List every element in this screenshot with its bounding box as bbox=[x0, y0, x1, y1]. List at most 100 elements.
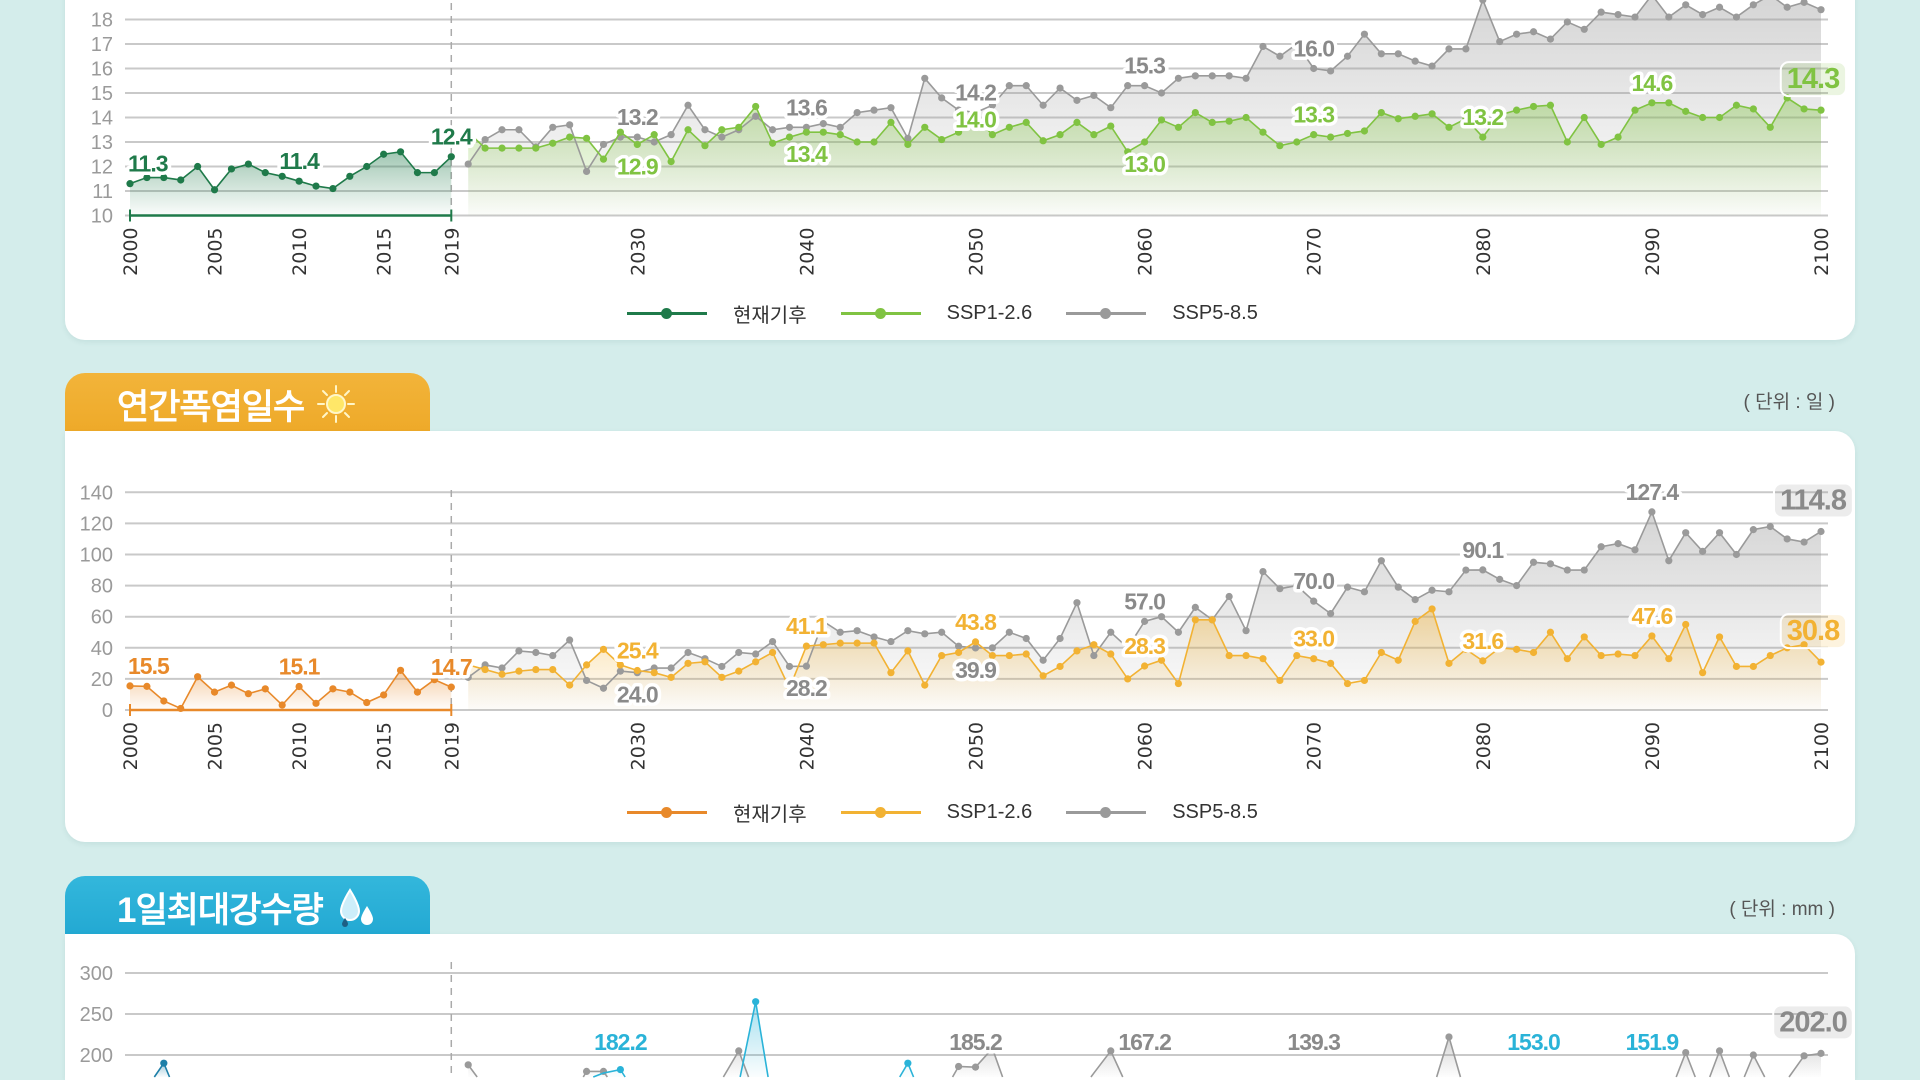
x-tick-label: 2090 bbox=[1642, 722, 1664, 770]
ssp5-point bbox=[954, 1062, 963, 1071]
ssp1-point bbox=[1496, 111, 1504, 119]
current-point bbox=[380, 691, 388, 699]
ssp1-point bbox=[1242, 113, 1250, 122]
ssp5-point bbox=[1022, 634, 1030, 643]
ssp1-point bbox=[1259, 128, 1267, 136]
current-area bbox=[154, 1063, 170, 1077]
ssp1-point bbox=[1107, 122, 1115, 130]
ssp1-point bbox=[1766, 651, 1774, 660]
ssp5-point bbox=[1310, 64, 1318, 73]
data-label: 41.1 bbox=[786, 613, 828, 639]
data-label: 11.3 bbox=[128, 151, 168, 177]
ssp5-point bbox=[582, 1067, 591, 1075]
ssp5-point bbox=[1529, 558, 1538, 566]
current-point bbox=[160, 173, 168, 182]
ssp1-point bbox=[1411, 112, 1419, 120]
ssp5-point bbox=[1766, 522, 1774, 531]
ssp1-point bbox=[1022, 650, 1030, 658]
ssp5-point bbox=[1107, 104, 1115, 112]
current-point bbox=[295, 177, 303, 185]
legend-item-current: 현재기후 bbox=[627, 299, 807, 328]
data-label: 47.6 bbox=[1632, 603, 1673, 629]
ssp5-point bbox=[802, 662, 811, 670]
ssp5-point bbox=[735, 648, 743, 657]
y-tick-label: 10 bbox=[91, 206, 113, 228]
current-point bbox=[312, 182, 320, 190]
data-label: 12.9 bbox=[617, 153, 658, 179]
ssp1-point bbox=[498, 144, 506, 152]
x-tick-label: 2080 bbox=[1473, 228, 1495, 276]
ssp1-point bbox=[684, 126, 692, 134]
ssp5-point bbox=[1073, 96, 1081, 104]
ssp1-point bbox=[1293, 138, 1301, 146]
x-tick-label: 2019 bbox=[441, 722, 463, 770]
data-label: 13.6 bbox=[786, 94, 827, 120]
current-point bbox=[413, 169, 422, 177]
current-point bbox=[177, 176, 185, 184]
ssp5-point bbox=[1360, 30, 1369, 38]
end-value-badge bbox=[1772, 1004, 1854, 1041]
x-tick-label: 2040 bbox=[796, 228, 818, 276]
current-point bbox=[278, 701, 286, 709]
current-point bbox=[346, 688, 354, 696]
current-point bbox=[126, 180, 134, 188]
legend-item-ssp5: SSP5-8.5 bbox=[1066, 801, 1258, 824]
ssp1-point bbox=[498, 670, 506, 678]
ssp1-point bbox=[752, 998, 760, 1006]
ssp5-point bbox=[836, 628, 844, 636]
ssp1-point bbox=[768, 139, 777, 147]
ssp1-point bbox=[1817, 106, 1825, 114]
current-point bbox=[363, 698, 371, 707]
ssp1-point bbox=[1360, 127, 1369, 135]
data-label: 127.4 bbox=[1626, 479, 1680, 505]
ssp5-point bbox=[1817, 1049, 1825, 1057]
data-label: 11.4 bbox=[279, 148, 320, 174]
heatwave-days-title: 연간폭염일수 bbox=[117, 387, 305, 427]
ssp1-point bbox=[1343, 679, 1352, 688]
x-tick-label: 2080 bbox=[1473, 722, 1495, 770]
ssp5-point bbox=[1360, 588, 1369, 596]
ssp1-point bbox=[1479, 133, 1487, 141]
ssp1-point bbox=[1208, 118, 1216, 126]
ssp5-point bbox=[1343, 52, 1352, 60]
ssp5-point bbox=[1394, 583, 1402, 591]
ssp1-point bbox=[836, 131, 844, 139]
ssp1-point bbox=[1039, 672, 1047, 680]
ssp5-point bbox=[718, 133, 726, 141]
x-tick-label: 2000 bbox=[120, 228, 142, 276]
current-point bbox=[413, 688, 422, 696]
temperature-legend: 현재기후 SSP1-2.6 SSP5-8.5 bbox=[627, 299, 1292, 328]
ssp1-area bbox=[593, 1001, 914, 1077]
ssp1-point bbox=[938, 651, 946, 660]
ssp1-point bbox=[718, 673, 726, 681]
current-point bbox=[430, 676, 438, 684]
ssp1-point bbox=[1174, 679, 1183, 688]
ssp1-point bbox=[802, 128, 811, 136]
current-point bbox=[295, 682, 303, 691]
ssp5-point bbox=[1715, 3, 1724, 11]
ssp5-point bbox=[1749, 526, 1757, 534]
data-label: 202.0 bbox=[1779, 1006, 1847, 1038]
ssp1-point bbox=[464, 661, 472, 669]
legend-line-icon bbox=[1066, 308, 1147, 319]
ssp5-point bbox=[836, 123, 844, 131]
ssp1-point bbox=[566, 133, 574, 141]
data-label: 28.2 bbox=[786, 675, 827, 701]
x-tick-label: 2005 bbox=[205, 722, 227, 770]
data-label: 30.8 bbox=[1787, 615, 1840, 647]
ssp1-point bbox=[1293, 651, 1301, 660]
ssp5-point bbox=[1276, 585, 1284, 593]
legend-item-ssp1: SSP1-2.6 bbox=[840, 302, 1032, 325]
current-point bbox=[194, 162, 202, 171]
ssp5-point bbox=[1141, 617, 1149, 625]
data-label: 14.2 bbox=[955, 80, 996, 106]
ssp1-point bbox=[1529, 102, 1538, 111]
ssp5-point bbox=[667, 131, 675, 139]
ssp5-point bbox=[1191, 72, 1199, 80]
ssp1-point bbox=[853, 639, 861, 647]
x-tick-label: 2010 bbox=[289, 228, 311, 276]
ssp5-point bbox=[1056, 84, 1064, 92]
ssp5-point bbox=[1631, 13, 1639, 21]
ssp5-point bbox=[582, 167, 591, 175]
